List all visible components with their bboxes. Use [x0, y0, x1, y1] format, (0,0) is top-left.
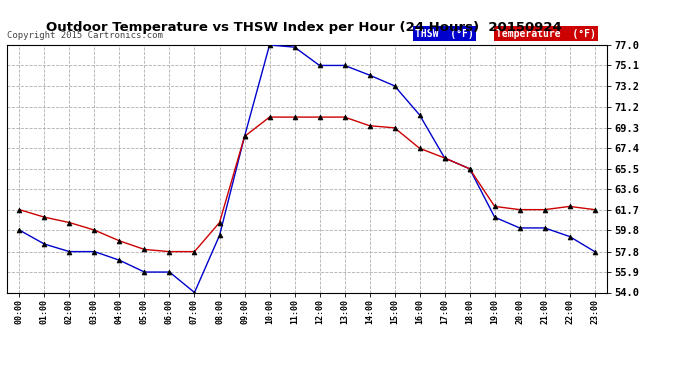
Text: THSW  (°F): THSW (°F) — [415, 29, 474, 39]
Text: Outdoor Temperature vs THSW Index per Hour (24 Hours)  20150924: Outdoor Temperature vs THSW Index per Ho… — [46, 21, 562, 34]
Text: Copyright 2015 Cartronics.com: Copyright 2015 Cartronics.com — [7, 31, 163, 40]
Text: Temperature  (°F): Temperature (°F) — [496, 29, 596, 39]
